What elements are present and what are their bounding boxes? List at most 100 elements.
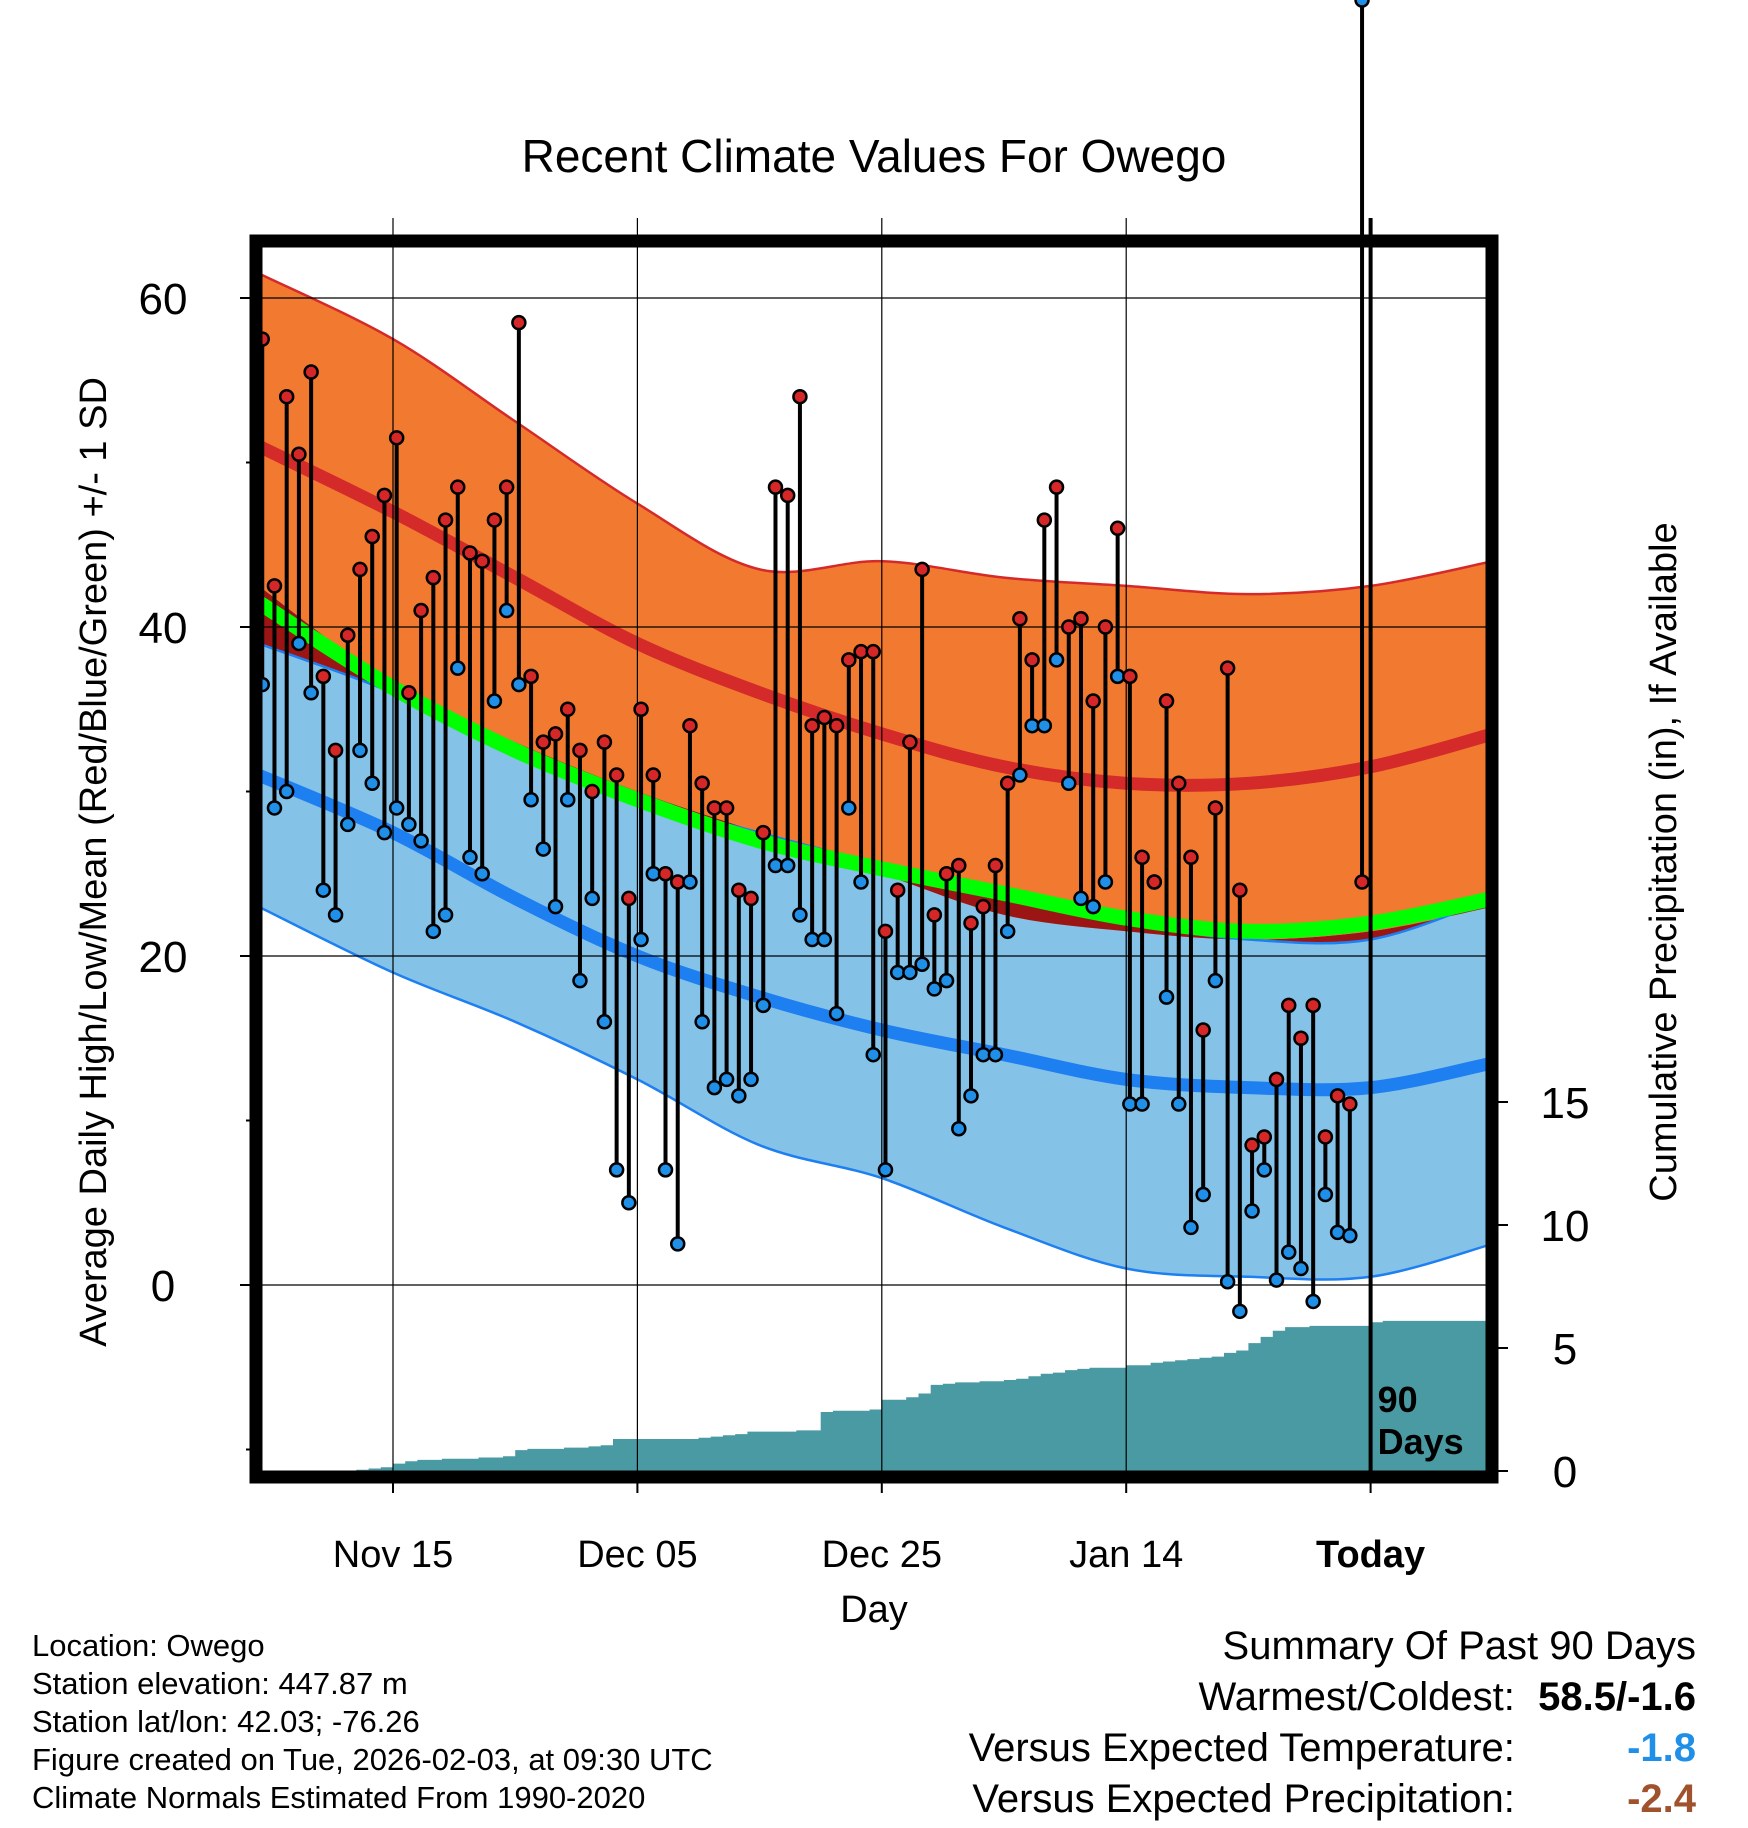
low-point xyxy=(779,857,796,874)
high-point xyxy=(645,767,662,783)
y2-tick-label: 15 xyxy=(1541,1079,1590,1128)
temp-departure-row: Versus Expected Temperature: -1.8 xyxy=(969,1723,1696,1774)
high-point xyxy=(1036,512,1053,528)
low-point xyxy=(828,1005,845,1022)
low-point xyxy=(1012,767,1028,783)
high-point xyxy=(291,446,307,463)
high-point xyxy=(1183,849,1199,866)
high-point xyxy=(1317,1129,1334,1145)
low-point xyxy=(1073,890,1089,907)
low-point xyxy=(1329,1224,1346,1241)
low-point xyxy=(657,1162,674,1178)
high-point xyxy=(816,709,833,726)
low-point xyxy=(584,890,600,907)
high-point xyxy=(1158,693,1175,709)
high-point xyxy=(877,923,894,940)
high-point xyxy=(914,561,930,578)
high-point xyxy=(1280,997,1297,1014)
low-point xyxy=(327,907,344,923)
high-point xyxy=(1097,619,1114,635)
high-point xyxy=(303,364,319,380)
x-tick-label: Nov 15 xyxy=(333,1534,453,1576)
high-point xyxy=(498,479,515,495)
high-upper-edge xyxy=(262,273,1486,596)
high-point xyxy=(1342,1096,1358,1112)
low-point xyxy=(608,1162,625,1178)
precip-departure-value: -2.4 xyxy=(1627,1777,1696,1821)
x-tick-label: Today xyxy=(1316,1534,1425,1576)
low-point xyxy=(718,1071,735,1088)
high-point xyxy=(1048,479,1065,495)
high-point xyxy=(596,734,613,750)
high-point xyxy=(1012,611,1028,627)
low-point xyxy=(401,816,417,833)
low-point xyxy=(1219,1273,1236,1290)
x-tick-label: Dec 05 xyxy=(577,1534,697,1576)
high-point xyxy=(1122,668,1138,685)
precip-departure-row: Versus Expected Precipitation: -2.4 xyxy=(969,1774,1696,1825)
high-point xyxy=(425,569,442,586)
high-point xyxy=(1232,882,1248,898)
low-point xyxy=(523,791,539,808)
high-point xyxy=(1354,874,1370,890)
high-point xyxy=(315,668,332,685)
low-point xyxy=(266,800,283,816)
low-point xyxy=(1280,1244,1297,1260)
low-point xyxy=(902,964,918,981)
high-point xyxy=(1305,997,1321,1014)
high-point xyxy=(1244,1137,1260,1153)
x-axis-label: Day xyxy=(840,1589,908,1631)
high-point xyxy=(682,717,698,734)
low-point xyxy=(437,907,454,923)
high-point xyxy=(437,512,454,528)
period-label-unit: Days xyxy=(1378,1421,1464,1462)
high-point xyxy=(1256,1129,1273,1145)
low-point xyxy=(376,824,393,841)
low-point xyxy=(621,1195,637,1211)
low-point xyxy=(278,783,295,800)
low-point xyxy=(315,882,332,898)
precipitation-area xyxy=(262,1320,1486,1471)
low-point xyxy=(853,874,869,890)
elevation-text: Station elevation: 447.87 m xyxy=(32,1666,408,1701)
low-point xyxy=(1183,1219,1199,1236)
summary-heading: Summary Of Past 90 Days xyxy=(1222,1624,1696,1668)
low-point xyxy=(413,833,429,849)
y-tick-label: 60 xyxy=(139,275,188,324)
low-point xyxy=(999,923,1016,940)
high-point xyxy=(975,898,991,915)
high-point xyxy=(779,487,796,504)
low-point xyxy=(340,816,356,833)
high-point xyxy=(694,775,710,792)
high-point xyxy=(1293,1030,1309,1046)
high-point xyxy=(902,734,918,750)
latlon-text: Station lat/lon: 42.03; -76.26 xyxy=(32,1704,420,1739)
high-point xyxy=(511,314,527,331)
high-point xyxy=(547,726,564,742)
low-point xyxy=(1342,1227,1358,1244)
low-point xyxy=(1195,1186,1211,1203)
high-point xyxy=(1207,800,1224,816)
axis-ticks: 0 20 40 60 0 5 10 15 Nov 15 Dec 05 Dec 25 Jan 14 Tod… xyxy=(139,275,1590,1576)
low-point xyxy=(596,1014,613,1030)
chart-title: Recent Climate Values For Owego xyxy=(522,130,1227,182)
high-point xyxy=(474,553,490,569)
high-point xyxy=(963,915,979,931)
high-point xyxy=(633,701,649,717)
created-text: Figure created on Tue, 2026-02-03, at 09… xyxy=(32,1742,713,1777)
high-point xyxy=(388,430,405,446)
high-point xyxy=(462,545,478,561)
low-point xyxy=(474,866,490,882)
low-point xyxy=(1207,972,1224,989)
low-point xyxy=(450,660,466,676)
high-point xyxy=(1085,693,1101,709)
high-point xyxy=(1329,1088,1346,1104)
high-point xyxy=(731,882,747,898)
high-point xyxy=(926,907,943,923)
x-tick-label: Jan 14 xyxy=(1069,1534,1183,1576)
low-point xyxy=(1268,1272,1285,1288)
high-point xyxy=(1024,652,1040,668)
y-axis-label: Average Daily High/Low/Mean (Red/Blue/Gr… xyxy=(73,377,115,1347)
low-point xyxy=(486,693,503,709)
